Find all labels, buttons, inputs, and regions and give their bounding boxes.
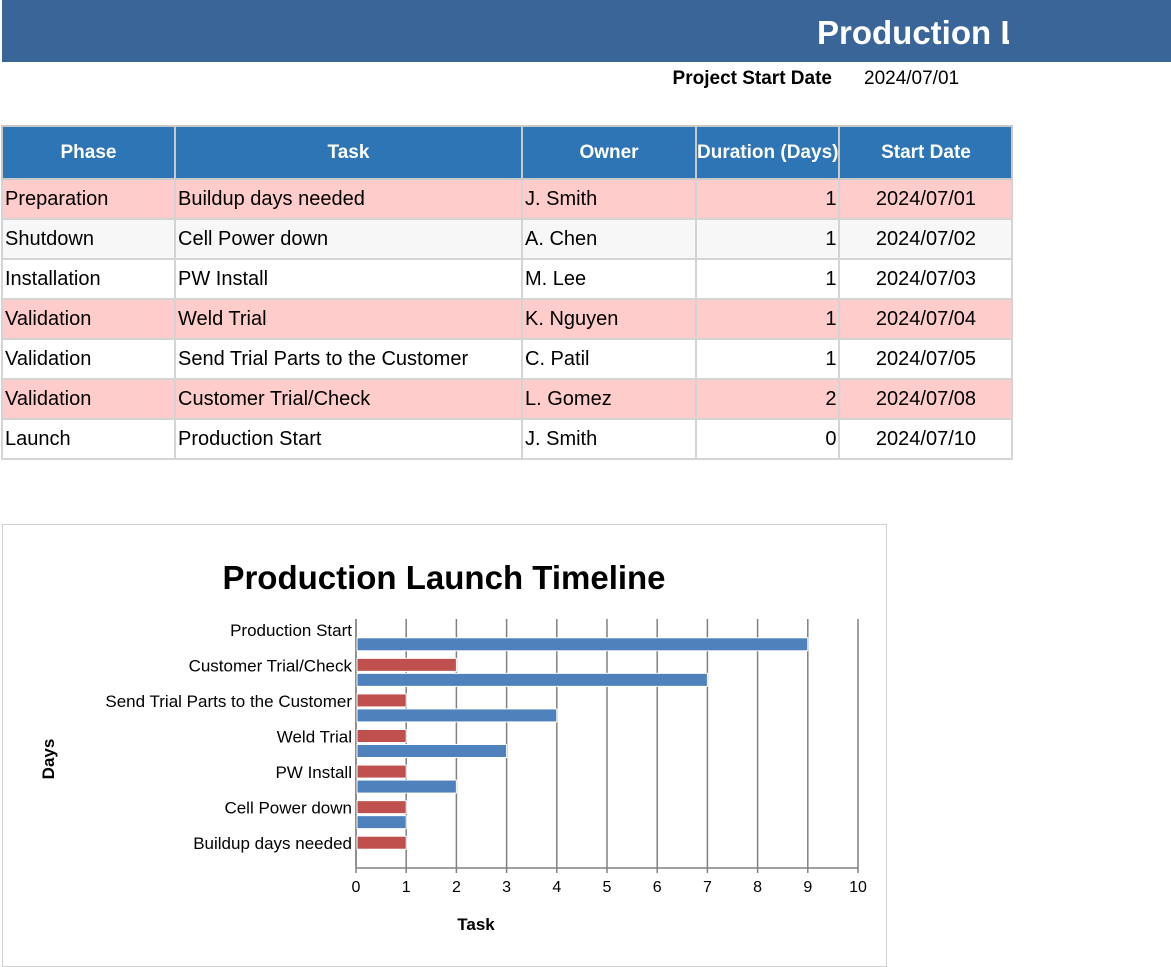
bar — [356, 815, 407, 830]
cell-owner[interactable]: K. Nguyen — [521, 298, 697, 340]
category-label: Cell Power down — [224, 799, 352, 818]
cell-owner[interactable]: J. Smith — [521, 418, 697, 460]
cell-owner[interactable]: A. Chen — [521, 218, 697, 260]
cell-start-date[interactable]: 2024/07/03 — [838, 258, 1014, 300]
y-axis-label: Days — [39, 739, 58, 780]
header-phase[interactable]: Phase — [1, 125, 176, 180]
cell-duration[interactable]: 1 — [694, 218, 841, 260]
bar — [356, 835, 407, 850]
category-label: Production Start — [230, 621, 352, 640]
header-duration[interactable]: Duration (Days) — [694, 125, 841, 180]
tick-label: 6 — [653, 879, 662, 896]
tick-label: 8 — [753, 879, 762, 896]
cell-start-date[interactable]: 2024/07/08 — [838, 378, 1014, 420]
title-banner: Production L — [2, 0, 1171, 62]
table-row: Validation Customer Trial/Check L. Gomez… — [1, 378, 1014, 420]
cell-task[interactable]: Send Trial Parts to the Customer — [174, 338, 523, 380]
cell-start-date[interactable]: 2024/07/05 — [838, 338, 1014, 380]
table-row: Installation PW Install M. Lee 1 2024/07… — [1, 258, 1014, 300]
bar — [356, 744, 508, 758]
project-start-value[interactable]: 2024/07/01 — [864, 68, 960, 89]
cell-task[interactable]: Buildup days needed — [174, 178, 523, 220]
tick-label: 9 — [803, 879, 812, 896]
category-label: PW Install — [275, 763, 352, 782]
cell-start-date[interactable]: 2024/07/01 — [838, 178, 1014, 220]
table-row: Shutdown Cell Power down A. Chen 1 2024/… — [1, 218, 1014, 260]
cell-duration[interactable]: 1 — [694, 338, 841, 380]
cell-duration[interactable]: 1 — [694, 178, 841, 220]
cell-task[interactable]: PW Install — [174, 258, 523, 300]
bar — [356, 800, 407, 815]
cell-task[interactable]: Weld Trial — [174, 298, 523, 340]
cell-phase[interactable]: Shutdown — [1, 218, 176, 260]
cell-start-date[interactable]: 2024/07/02 — [838, 218, 1014, 260]
cell-phase[interactable]: Installation — [1, 258, 176, 300]
cell-task[interactable]: Cell Power down — [174, 218, 523, 260]
bar — [356, 729, 407, 743]
cell-phase[interactable]: Validation — [1, 378, 176, 420]
x-axis-label: Task — [457, 915, 495, 934]
table-row: Validation Weld Trial K. Nguyen 1 2024/0… — [1, 298, 1014, 340]
bar — [356, 672, 708, 687]
bar — [356, 693, 407, 708]
timeline-chart[interactable]: Production Launch Timeline Task Days 0 1 2… — [2, 524, 887, 967]
cell-owner[interactable]: L. Gomez — [521, 378, 697, 420]
tick-label: 2 — [452, 879, 461, 896]
tick-label: 3 — [502, 879, 511, 896]
cell-phase[interactable]: Preparation — [1, 178, 176, 220]
tick-label: 0 — [352, 879, 361, 896]
table-row: Validation Send Trial Parts to the Custo… — [1, 338, 1014, 380]
table-row: Preparation Buildup days needed J. Smith… — [1, 178, 1014, 220]
category-label: Buildup days needed — [193, 834, 352, 853]
cell-phase[interactable]: Validation — [1, 298, 176, 340]
cell-start-date[interactable]: 2024/07/04 — [838, 298, 1014, 340]
cell-duration[interactable]: 1 — [694, 298, 841, 340]
cell-owner[interactable]: C. Patil — [521, 338, 697, 380]
schedule-table: Phase Task Owner Duration (Days) Start D… — [1, 125, 1014, 460]
project-start-label: Project Start Date — [672, 68, 832, 89]
tick-label: 10 — [849, 879, 867, 896]
cell-duration[interactable]: 2 — [694, 378, 841, 420]
header-row: Phase Task Owner Duration (Days) Start D… — [1, 125, 1014, 180]
bar — [356, 708, 558, 723]
cell-task[interactable]: Production Start — [174, 418, 523, 460]
cell-owner[interactable]: M. Lee — [521, 258, 697, 300]
tick-label: 1 — [402, 879, 411, 896]
category-label: Customer Trial/Check — [189, 656, 353, 675]
cell-phase[interactable]: Validation — [1, 338, 176, 380]
chart-canvas: Production Launch Timeline Task Days 0 1 2… — [39, 559, 867, 934]
cell-task[interactable]: Customer Trial/Check — [174, 378, 523, 420]
tick-label: 5 — [603, 879, 612, 896]
cell-duration[interactable]: 0 — [694, 418, 841, 460]
table-row: Launch Production Start J. Smith 0 2024/… — [1, 418, 1014, 460]
header-task[interactable]: Task — [174, 125, 523, 180]
chart-title: Production Launch Timeline — [222, 559, 665, 596]
category-label: Weld Trial — [277, 728, 352, 747]
tick-label: 7 — [703, 879, 712, 896]
cell-phase[interactable]: Launch — [1, 418, 176, 460]
bar — [356, 764, 407, 779]
bar — [356, 637, 809, 652]
header-owner[interactable]: Owner — [521, 125, 697, 180]
bar — [356, 657, 457, 672]
cell-start-date[interactable]: 2024/07/10 — [838, 418, 1014, 460]
category-label: Send Trial Parts to the Customer — [105, 692, 352, 711]
cell-owner[interactable]: J. Smith — [521, 178, 697, 220]
cell-duration[interactable]: 1 — [694, 258, 841, 300]
sheet-title: Production L — [817, 14, 1009, 51]
bar — [356, 779, 457, 794]
header-start-date[interactable]: Start Date — [838, 125, 1014, 180]
tick-label: 4 — [552, 879, 561, 896]
